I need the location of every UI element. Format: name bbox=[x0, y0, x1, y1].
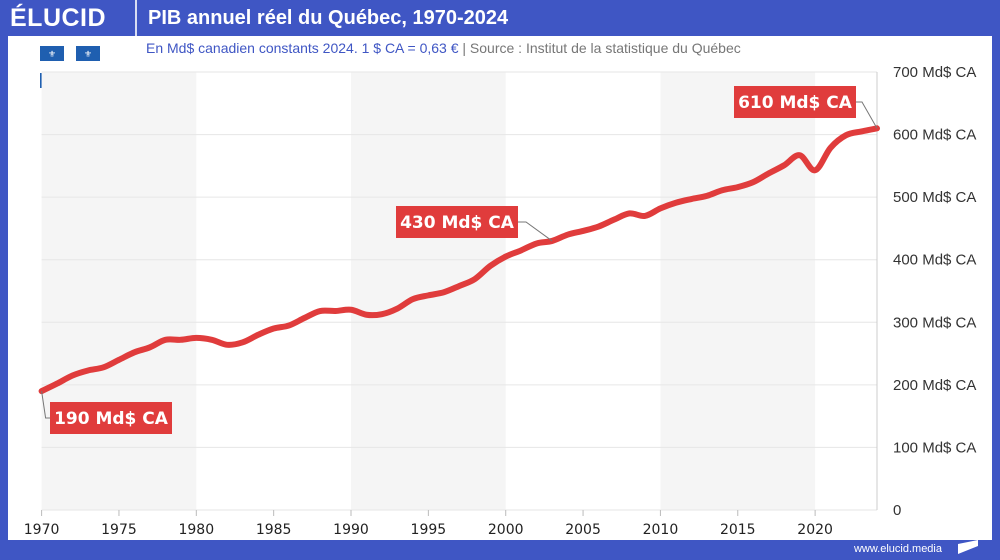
svg-text:⚜: ⚜ bbox=[48, 49, 56, 59]
header: ÉLUCID PIB annuel réel du Québec, 1970-2… bbox=[0, 0, 1000, 36]
x-tick-label: 2000 bbox=[488, 522, 524, 538]
x-tick-label: 2015 bbox=[720, 522, 756, 538]
annotation-leader bbox=[41, 391, 50, 419]
y-tick-label: 600 Md$ CA bbox=[893, 127, 976, 144]
annotation-label: 430 Md$ CA bbox=[400, 213, 515, 233]
y-tick-label: 100 Md$ CA bbox=[893, 439, 976, 456]
annotation-box bbox=[396, 206, 518, 238]
annotation-leader bbox=[856, 101, 878, 129]
x-tick-label: 2005 bbox=[565, 522, 601, 538]
x-tick-label: 1985 bbox=[256, 522, 292, 538]
annotation-leader bbox=[518, 221, 553, 242]
annotation-box bbox=[734, 86, 856, 118]
y-tick-label: 500 Md$ CA bbox=[893, 189, 976, 206]
subtitle-source: Source : Institut de la statistique du Q… bbox=[469, 40, 741, 56]
decade-band bbox=[41, 72, 197, 510]
y-tick-label: 700 Md$ CA bbox=[893, 64, 976, 81]
header-divider bbox=[135, 0, 137, 36]
y-tick-label: 0 bbox=[893, 502, 901, 519]
x-tick-label: 2010 bbox=[643, 522, 679, 538]
chart-subtitle: En Md$ canadien constants 2024. 1 $ CA =… bbox=[146, 40, 741, 56]
elucid-mark-icon bbox=[958, 540, 978, 554]
annotation-label: 610 Md$ CA bbox=[738, 93, 853, 113]
x-tick-label: 1980 bbox=[178, 522, 214, 538]
annotation-box bbox=[50, 402, 172, 434]
svg-text:⚜: ⚜ bbox=[84, 49, 92, 59]
subtitle-main: En Md$ canadien constants 2024. 1 $ CA =… bbox=[146, 40, 459, 56]
y-tick-label: 200 Md$ CA bbox=[893, 377, 976, 394]
y-tick-label: 400 Md$ CA bbox=[893, 252, 976, 269]
x-tick-label: 1995 bbox=[411, 522, 447, 538]
y-tick-label: 300 Md$ CA bbox=[893, 314, 976, 331]
elucid-logo: ÉLUCID bbox=[10, 4, 107, 32]
gdp-series-line bbox=[38, 125, 880, 395]
chart-title: PIB annuel réel du Québec, 1970-2024 bbox=[148, 7, 509, 29]
decade-band bbox=[660, 72, 816, 510]
footer-url[interactable]: www.elucid.media bbox=[853, 543, 942, 555]
decade-band bbox=[351, 72, 506, 510]
annotation-label: 190 Md$ CA bbox=[54, 409, 169, 429]
x-tick-label: 1970 bbox=[24, 522, 60, 538]
subtitle-separator: | bbox=[458, 40, 470, 56]
x-tick-label: 2020 bbox=[797, 522, 833, 538]
x-tick-label: 1990 bbox=[333, 522, 369, 538]
x-tick-label: 1975 bbox=[101, 522, 137, 538]
